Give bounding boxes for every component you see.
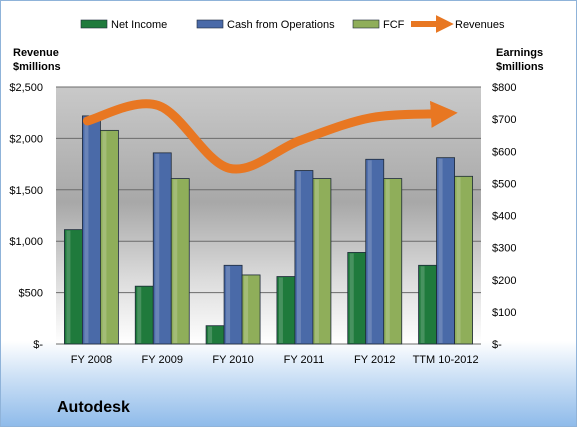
right-tick-label: $-	[492, 339, 502, 351]
right-axis-title-line2: $millions	[496, 61, 544, 73]
company-name: Autodesk	[57, 399, 130, 416]
left-tick-label: $1,500	[9, 185, 43, 197]
right-tick-label: $700	[492, 114, 516, 126]
bar-highlight	[438, 158, 443, 343]
right-tick-label: $400	[492, 211, 516, 223]
legend-label: Net Income	[111, 19, 167, 31]
right-tick-label: $600	[492, 146, 516, 158]
legend-label: Cash from Operations	[227, 19, 335, 31]
x-tick-label: FY 2011	[284, 354, 325, 366]
bar-highlight	[349, 253, 354, 343]
right-tick-label: $200	[492, 275, 516, 287]
bar-highlight	[208, 326, 213, 343]
bar-highlight	[420, 266, 425, 343]
left-tick-label: $2,500	[9, 82, 43, 94]
left-axis-title-line1: Revenue	[13, 47, 59, 59]
legend: Net Income Cash from Operations FCF Revenue…	[80, 15, 505, 33]
left-tick-label: $1,000	[9, 236, 43, 248]
legend-swatch-cash-from-operations	[196, 19, 224, 29]
legend-label: Revenues	[455, 19, 505, 31]
bar-fcf	[241, 274, 261, 345]
left-tick-label: $2,000	[9, 133, 43, 145]
bar-highlight	[367, 160, 372, 343]
bar-fcf	[454, 175, 473, 345]
legend-swatch-net-income	[80, 19, 108, 29]
right-tick-label: $800	[492, 82, 516, 94]
line-revenues	[82, 99, 458, 174]
bar-highlight	[456, 177, 461, 343]
bar-highlight	[278, 277, 283, 343]
bar-highlight	[385, 179, 390, 343]
x-tick-label: FY 2012	[354, 354, 395, 366]
bar-highlight	[84, 116, 89, 343]
bar-highlight	[314, 179, 319, 343]
bar-fcf	[383, 178, 403, 345]
right-tick-label: $300	[492, 243, 516, 255]
x-tick-label: FY 2010	[212, 354, 253, 366]
legend-label: FCF	[383, 19, 405, 31]
bar-highlight	[66, 230, 71, 343]
bar-fcf	[100, 129, 119, 345]
right-axis-title: Earnings $millions	[496, 46, 544, 74]
right-axis-title-line1: Earnings	[496, 47, 544, 59]
bar-highlight	[137, 287, 142, 343]
bar-highlight	[226, 266, 231, 343]
bar-fcf	[170, 178, 190, 345]
left-tick-label: $-	[33, 339, 43, 351]
left-tick-label: $500	[19, 288, 43, 300]
bar-highlight	[296, 171, 301, 343]
right-tick-label: $100	[492, 307, 516, 319]
bar-highlight	[244, 275, 249, 343]
left-axis-title-line2: $millions	[13, 61, 61, 73]
bar-highlight	[173, 179, 178, 343]
x-tick-label: FY 2008	[71, 354, 112, 366]
bar-highlight	[155, 153, 160, 343]
legend-swatch-fcf	[352, 19, 380, 29]
x-tick-label: TTM 10-2012	[413, 354, 479, 366]
plot-area	[56, 87, 481, 344]
bar-highlight	[102, 131, 107, 343]
right-tick-label: $500	[492, 178, 516, 190]
left-axis-title: Revenue $millions	[13, 46, 61, 74]
bar-fcf	[312, 178, 332, 345]
x-tick-label: FY 2009	[142, 354, 183, 366]
